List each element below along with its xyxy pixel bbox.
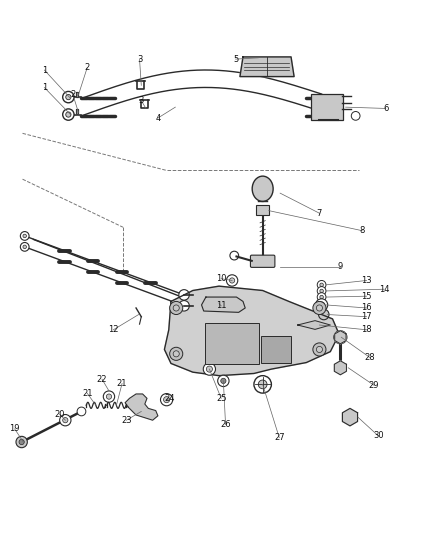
Circle shape xyxy=(316,305,322,311)
Text: 2: 2 xyxy=(85,63,90,72)
Circle shape xyxy=(77,407,86,416)
Circle shape xyxy=(173,305,179,311)
Polygon shape xyxy=(343,408,357,426)
Text: 18: 18 xyxy=(361,325,372,334)
Polygon shape xyxy=(201,297,245,312)
Circle shape xyxy=(230,278,235,283)
Text: 8: 8 xyxy=(360,226,365,235)
Circle shape xyxy=(66,94,71,100)
Circle shape xyxy=(63,417,68,423)
Text: 9: 9 xyxy=(338,262,343,271)
Circle shape xyxy=(320,289,323,293)
Circle shape xyxy=(313,343,326,356)
Text: 12: 12 xyxy=(108,325,119,334)
FancyBboxPatch shape xyxy=(311,94,343,120)
Circle shape xyxy=(346,413,354,422)
Text: 20: 20 xyxy=(54,409,65,418)
Text: 24: 24 xyxy=(165,394,175,403)
Circle shape xyxy=(316,346,322,352)
Circle shape xyxy=(254,376,272,393)
Circle shape xyxy=(20,243,29,251)
Text: 7: 7 xyxy=(317,209,322,218)
Circle shape xyxy=(23,245,26,248)
Text: 2: 2 xyxy=(70,90,75,99)
Text: 15: 15 xyxy=(361,292,372,301)
Circle shape xyxy=(163,397,170,403)
Text: 14: 14 xyxy=(379,285,389,294)
Circle shape xyxy=(16,437,27,448)
Circle shape xyxy=(337,364,344,372)
Text: 1: 1 xyxy=(42,83,47,92)
Text: 23: 23 xyxy=(121,416,132,425)
Circle shape xyxy=(170,348,183,360)
Circle shape xyxy=(317,287,326,295)
Text: 26: 26 xyxy=(220,420,231,429)
Text: 29: 29 xyxy=(369,381,379,390)
FancyBboxPatch shape xyxy=(251,255,275,268)
Circle shape xyxy=(221,378,226,384)
Circle shape xyxy=(318,302,325,308)
Text: 11: 11 xyxy=(216,301,226,310)
Text: 21: 21 xyxy=(82,389,92,398)
Text: 1: 1 xyxy=(42,66,47,75)
Circle shape xyxy=(320,295,323,299)
Text: 25: 25 xyxy=(216,394,226,403)
Circle shape xyxy=(351,111,360,120)
FancyBboxPatch shape xyxy=(205,323,259,364)
Text: 22: 22 xyxy=(97,375,107,384)
Text: 5: 5 xyxy=(233,54,238,63)
Circle shape xyxy=(320,283,323,287)
Text: 13: 13 xyxy=(361,276,372,285)
Text: 3: 3 xyxy=(137,54,142,63)
Circle shape xyxy=(317,280,326,289)
Circle shape xyxy=(226,275,238,286)
FancyBboxPatch shape xyxy=(261,336,290,363)
Text: 3: 3 xyxy=(138,96,144,105)
Polygon shape xyxy=(240,57,294,77)
Circle shape xyxy=(66,112,71,117)
Polygon shape xyxy=(297,321,330,329)
Text: 4: 4 xyxy=(155,114,160,123)
Circle shape xyxy=(230,251,239,260)
Polygon shape xyxy=(76,92,78,97)
Polygon shape xyxy=(125,394,158,420)
Circle shape xyxy=(258,380,267,389)
Circle shape xyxy=(63,92,74,103)
Circle shape xyxy=(334,330,347,344)
Circle shape xyxy=(60,415,71,426)
Circle shape xyxy=(318,309,329,320)
Text: 19: 19 xyxy=(9,424,20,433)
Text: 27: 27 xyxy=(274,433,285,442)
Polygon shape xyxy=(164,286,339,376)
Circle shape xyxy=(160,393,173,406)
Text: 6: 6 xyxy=(383,104,389,113)
Text: 28: 28 xyxy=(364,353,375,362)
Circle shape xyxy=(315,299,328,311)
Circle shape xyxy=(23,234,26,238)
Circle shape xyxy=(218,375,229,386)
Text: 16: 16 xyxy=(361,303,372,312)
Circle shape xyxy=(313,302,326,314)
Polygon shape xyxy=(76,109,78,114)
Circle shape xyxy=(20,231,29,240)
Text: 30: 30 xyxy=(373,431,384,440)
Text: 10: 10 xyxy=(216,274,226,283)
Circle shape xyxy=(170,302,183,314)
Circle shape xyxy=(179,289,189,300)
Circle shape xyxy=(206,366,212,372)
Circle shape xyxy=(106,394,112,399)
Circle shape xyxy=(179,301,189,311)
Circle shape xyxy=(203,363,215,375)
Text: 21: 21 xyxy=(117,379,127,388)
Circle shape xyxy=(63,109,74,120)
Polygon shape xyxy=(334,361,346,375)
FancyBboxPatch shape xyxy=(256,205,269,215)
Ellipse shape xyxy=(252,176,273,201)
Polygon shape xyxy=(335,330,346,344)
Circle shape xyxy=(103,391,115,402)
Text: 17: 17 xyxy=(361,312,372,321)
Circle shape xyxy=(317,293,326,302)
Circle shape xyxy=(19,439,24,445)
Circle shape xyxy=(173,351,179,357)
